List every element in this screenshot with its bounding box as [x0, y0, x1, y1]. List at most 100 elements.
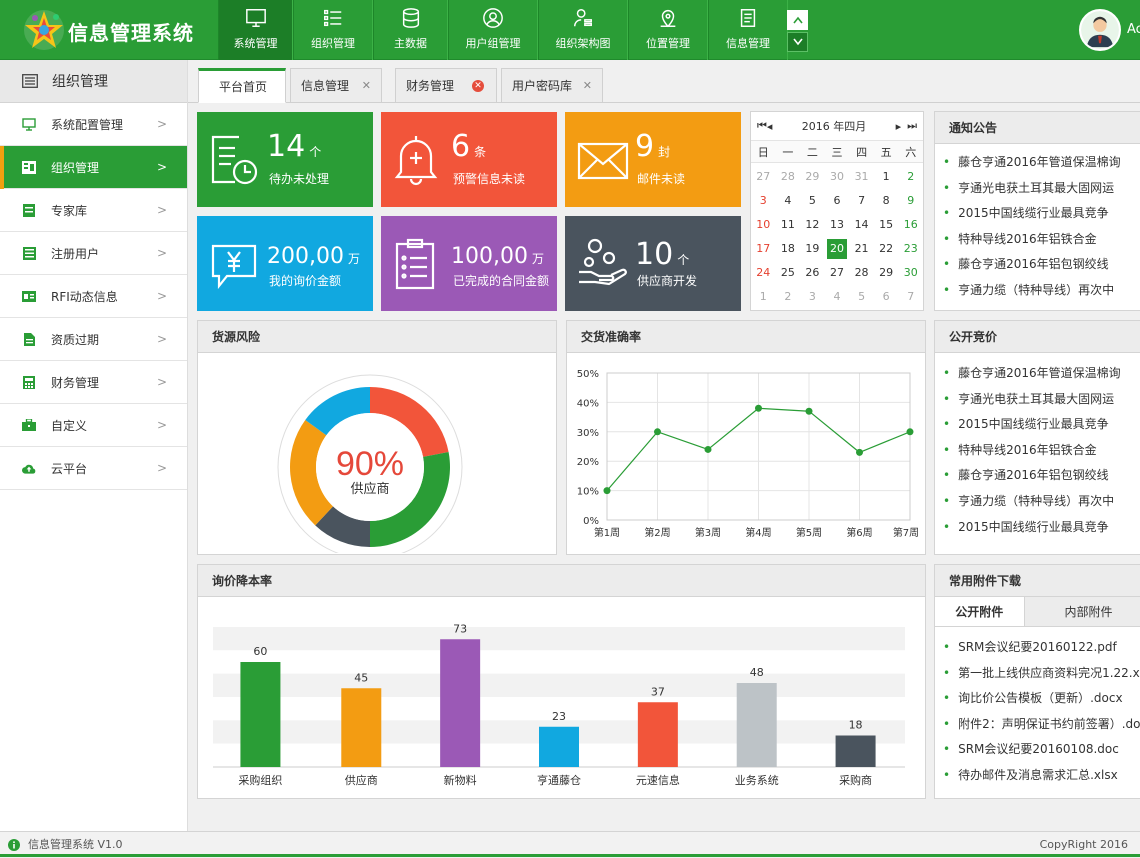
bar[interactable] [341, 688, 381, 767]
calendar-day[interactable]: 2 [900, 167, 921, 187]
nav-scroll-up-button[interactable] [787, 10, 808, 30]
nav-user-group[interactable]: 用户组管理 [448, 0, 538, 60]
calendar-day[interactable]: 23 [900, 239, 921, 259]
calendar-day[interactable]: 3 [802, 287, 823, 307]
data-point[interactable] [604, 487, 611, 494]
avatar[interactable] [1079, 9, 1121, 51]
calendar-day[interactable]: 27 [753, 167, 774, 187]
calendar-day[interactable]: 7 [851, 191, 872, 211]
close-icon[interactable]: ✕ [583, 79, 592, 92]
calendar-day[interactable]: 4 [827, 287, 848, 307]
calendar-prev-year-button[interactable]: ⏮ [757, 119, 767, 133]
nav-system[interactable]: 系统管理 [218, 0, 293, 60]
bar[interactable] [836, 736, 876, 768]
calendar-day[interactable]: 22 [876, 239, 897, 259]
sidebar-item-cloud[interactable]: 云平台 > [0, 447, 187, 490]
sidebar-item-finance[interactable]: 财务管理 > [0, 361, 187, 404]
calendar-day[interactable]: 1 [753, 287, 774, 307]
data-point[interactable] [705, 446, 712, 453]
tab-public-attachments[interactable]: 公开附件 [935, 597, 1025, 626]
attachment-item[interactable]: 询比价公告模板（更新）.docx [935, 686, 1140, 712]
bidding-item[interactable]: 亨通力缆（特种导线）再次中 [935, 489, 1140, 515]
notice-item[interactable]: 亨通力缆（特种导线）再次中 [935, 278, 1140, 304]
attachment-item[interactable]: 附件2：声明保证书约前签署）.docx [935, 712, 1140, 738]
calendar-day[interactable]: 24 [753, 263, 774, 283]
nav-info[interactable]: 信息管理 [708, 0, 788, 60]
calendar-day[interactable]: 6 [827, 191, 848, 211]
calendar-day[interactable]: 29 [876, 263, 897, 283]
calendar-day[interactable]: 27 [827, 263, 848, 283]
sidebar-item-qualification[interactable]: 资质过期 > [0, 318, 187, 361]
notice-item[interactable]: 亨通光电获土耳其最大固网运 [935, 176, 1140, 202]
username[interactable]: Ac [1127, 22, 1140, 37]
bidding-item[interactable]: 特种导线2016年铝铁合金 [935, 438, 1140, 464]
attachment-item[interactable]: SRM会议纪要20160122.pdf [935, 635, 1140, 661]
data-point[interactable] [806, 408, 813, 415]
calendar-day[interactable]: 8 [876, 191, 897, 211]
calendar-day[interactable]: 30 [900, 263, 921, 283]
calendar-day[interactable]: 13 [827, 215, 848, 235]
calendar-day[interactable]: 18 [778, 239, 799, 259]
calendar-next-month-button[interactable]: ▸ [896, 120, 902, 133]
nav-org[interactable]: 组织管理 [293, 0, 373, 60]
bar[interactable] [737, 683, 777, 767]
attachment-item[interactable]: 第一批上线供应商资料完况1.22.xlsx [935, 661, 1140, 687]
calendar-day[interactable]: 28 [778, 167, 799, 187]
calendar-day[interactable]: 28 [851, 263, 872, 283]
calendar-day[interactable]: 9 [900, 191, 921, 211]
sidebar-item-custom[interactable]: 自定义 > [0, 404, 187, 447]
tab-finance[interactable]: 财务管理✕ [395, 68, 497, 103]
calendar-day[interactable]: 5 [851, 287, 872, 307]
sidebar-item-registered-users[interactable]: 注册用户 > [0, 232, 187, 275]
attachment-item[interactable]: 待办邮件及消息需求汇总.xlsx [935, 763, 1140, 789]
data-point[interactable] [755, 405, 762, 412]
notice-item[interactable]: 特种导线2016年铝铁合金 [935, 227, 1140, 253]
nav-scroll-down-button[interactable] [787, 32, 808, 52]
calendar-day[interactable]: 3 [753, 191, 774, 211]
calendar-day[interactable]: 26 [802, 263, 823, 283]
nav-master-data[interactable]: 主数据 [373, 0, 448, 60]
sidebar-item-experts[interactable]: 专家库 > [0, 189, 187, 232]
nav-org-chart[interactable]: 组织架构图 [538, 0, 628, 60]
calendar-day[interactable]: 31 [851, 167, 872, 187]
sidebar-item-system-config[interactable]: 系统配置管理 > [0, 103, 187, 146]
calendar-day[interactable]: 20 [827, 239, 848, 259]
data-point[interactable] [907, 428, 914, 435]
calendar-day[interactable]: 30 [827, 167, 848, 187]
tab-home[interactable]: 平台首页 [198, 68, 286, 103]
bidding-item[interactable]: 2015中国线缆行业最具竞争 [935, 412, 1140, 438]
calendar-day[interactable]: 29 [802, 167, 823, 187]
calendar-day[interactable]: 11 [778, 215, 799, 235]
bidding-item[interactable]: 亨通光电获土耳其最大固网运 [935, 387, 1140, 413]
calendar-day[interactable]: 19 [802, 239, 823, 259]
data-point[interactable] [856, 449, 863, 456]
calendar-day[interactable]: 12 [802, 215, 823, 235]
bidding-item[interactable]: 藤仓亨通2016年铝包钢绞线 [935, 463, 1140, 489]
calendar-day[interactable]: 15 [876, 215, 897, 235]
notice-item[interactable]: 藤仓亨通2016年管道保温棉询 [935, 150, 1140, 176]
tab-password-vault[interactable]: 用户密码库✕ [501, 68, 603, 103]
calendar-day[interactable]: 16 [900, 215, 921, 235]
bar[interactable] [440, 639, 480, 767]
close-icon[interactable]: ✕ [362, 79, 371, 92]
calendar-day[interactable]: 14 [851, 215, 872, 235]
bidding-item[interactable]: 藤仓亨通2016年管道保温棉询 [935, 361, 1140, 387]
calendar-day[interactable]: 25 [778, 263, 799, 283]
nav-location[interactable]: 位置管理 [628, 0, 708, 60]
calendar-day[interactable]: 17 [753, 239, 774, 259]
bar[interactable] [539, 727, 579, 767]
calendar-day[interactable]: 6 [876, 287, 897, 307]
sidebar-item-org[interactable]: 组织管理 > [0, 146, 187, 189]
calendar-day[interactable]: 7 [900, 287, 921, 307]
calendar-day[interactable]: 21 [851, 239, 872, 259]
bar[interactable] [240, 662, 280, 767]
calendar-next-year-button[interactable]: ⏭ [907, 119, 917, 133]
bidding-item[interactable]: 2015中国线缆行业最具竞争 [935, 515, 1140, 541]
calendar-day[interactable]: 1 [876, 167, 897, 187]
calendar-day[interactable]: 4 [778, 191, 799, 211]
close-icon[interactable]: ✕ [472, 80, 484, 92]
